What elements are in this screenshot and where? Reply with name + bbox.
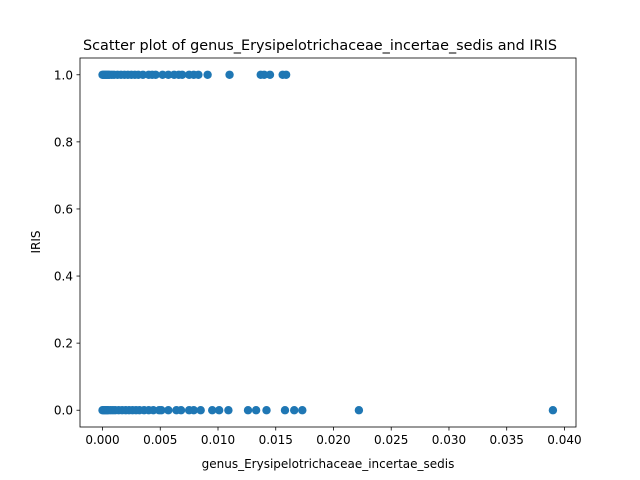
data-point: [176, 406, 186, 415]
data-point: [164, 406, 173, 415]
data-point: [214, 406, 224, 415]
points-layer: [98, 70, 558, 415]
data-point: [281, 70, 291, 79]
x-tick-label: 0.010: [201, 433, 235, 447]
x-tick-label: 0.000: [85, 433, 119, 447]
data-point: [178, 70, 187, 79]
data-point: [138, 70, 148, 79]
data-point: [224, 406, 233, 415]
data-point: [151, 70, 160, 79]
data-point: [280, 406, 290, 415]
axes-layer: 0.000 0.005 0.010 0.015 0.020 0.025 0.030 0.035…: [54, 57, 582, 447]
x-tick-label: 0.025: [374, 433, 408, 447]
data-point: [259, 70, 269, 79]
data-point: [354, 406, 364, 415]
data-point: [298, 406, 307, 415]
data-point: [208, 406, 217, 415]
data-point: [149, 406, 158, 415]
x-tick-label: 0.030: [432, 433, 466, 447]
data-point: [290, 406, 299, 415]
data-point: [189, 406, 198, 415]
x-tick-label: 0.040: [547, 433, 581, 447]
plot-frame: [79, 57, 577, 428]
x-tick-label: 0.005: [143, 433, 177, 447]
data-point: [548, 406, 558, 415]
chart-title: Scatter plot of genus_Erysipelotrichacea…: [83, 38, 557, 54]
data-point: [251, 406, 261, 415]
y-axis-label: IRIS: [29, 230, 43, 253]
data-point: [262, 406, 271, 415]
data-point: [194, 70, 203, 79]
data-point: [164, 70, 173, 79]
x-axis-label: genus_Erysipelotrichaceae_incertae_sedis: [202, 457, 455, 471]
y-tick-label: 0.6: [54, 202, 73, 216]
y-tick-label: 0.8: [54, 135, 73, 149]
data-point: [225, 70, 234, 79]
x-tick-label: 0.035: [490, 433, 524, 447]
data-point: [157, 406, 166, 415]
data-point: [158, 70, 167, 79]
y-tick-label: 1.0: [54, 68, 73, 82]
y-tick-label: 0.2: [54, 337, 73, 351]
data-point: [203, 70, 212, 79]
data-point: [265, 70, 275, 79]
data-point: [243, 406, 253, 415]
x-tick-label: 0.015: [259, 433, 293, 447]
y-tick-label: 0.4: [54, 270, 73, 284]
x-tick-label: 0.020: [316, 433, 350, 447]
y-tick-label: 0.0: [54, 404, 73, 418]
data-point: [196, 406, 205, 415]
